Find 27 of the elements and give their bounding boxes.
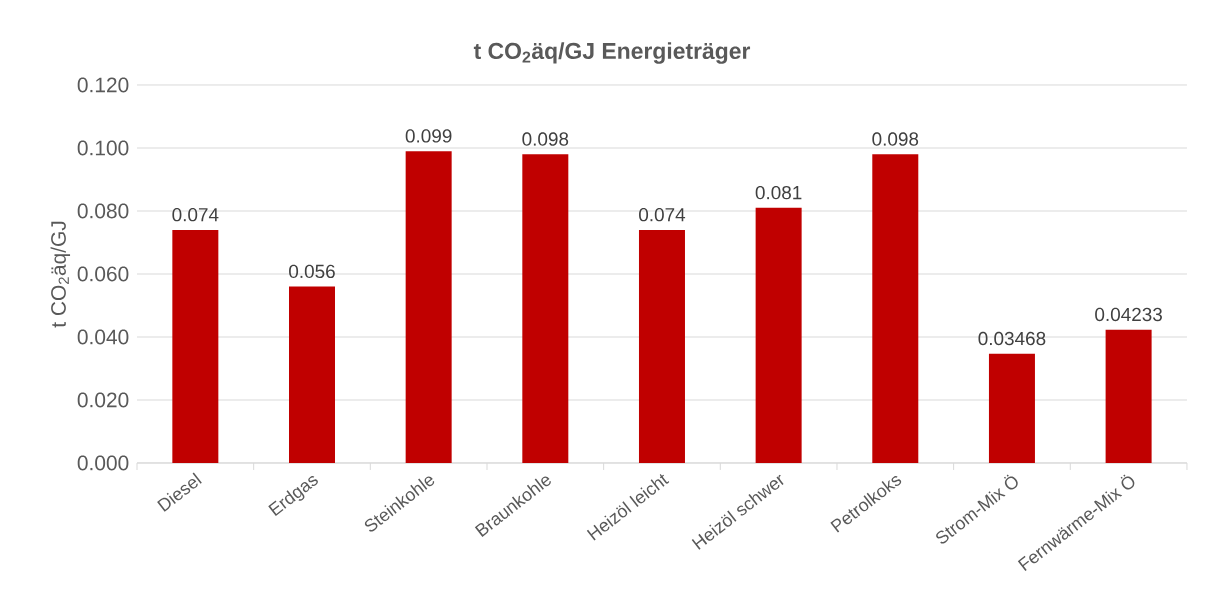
chart-title: t CO$_{2}$äq/GJ Energieträger (473, 42, 751, 64)
data-label: 0.074 (639, 207, 686, 222)
data-label: 0.098 (522, 132, 569, 146)
bar (988, 353, 1035, 463)
y-axis-title: t CO$_{2}$äq/GJ (50, 221, 71, 328)
bar (405, 151, 452, 463)
y-tick-label: 0.020 (77, 392, 129, 408)
data-label: 0.098 (872, 132, 919, 146)
y-tick-label: 0.100 (77, 140, 129, 156)
data-label: 0.03468 (978, 331, 1046, 346)
data-label: 0.056 (289, 264, 335, 279)
data-label: 0.04233 (1095, 307, 1162, 322)
bar (522, 154, 569, 463)
y-tick-label: 0.060 (77, 266, 129, 282)
data-label: 0.081 (755, 185, 802, 200)
y-tick-label: 0.040 (77, 329, 129, 345)
y-tick-label: 0.120 (77, 77, 129, 93)
data-label: 0.074 (172, 207, 219, 222)
bar (172, 229, 219, 463)
y-tick-label: 0.080 (77, 203, 129, 219)
data-label: 0.099 (405, 129, 452, 143)
bar (289, 286, 335, 463)
bar (872, 154, 919, 463)
bar (1105, 329, 1152, 463)
y-tick-label: 0.000 (77, 455, 129, 471)
bar (638, 229, 685, 463)
bar (755, 207, 802, 463)
